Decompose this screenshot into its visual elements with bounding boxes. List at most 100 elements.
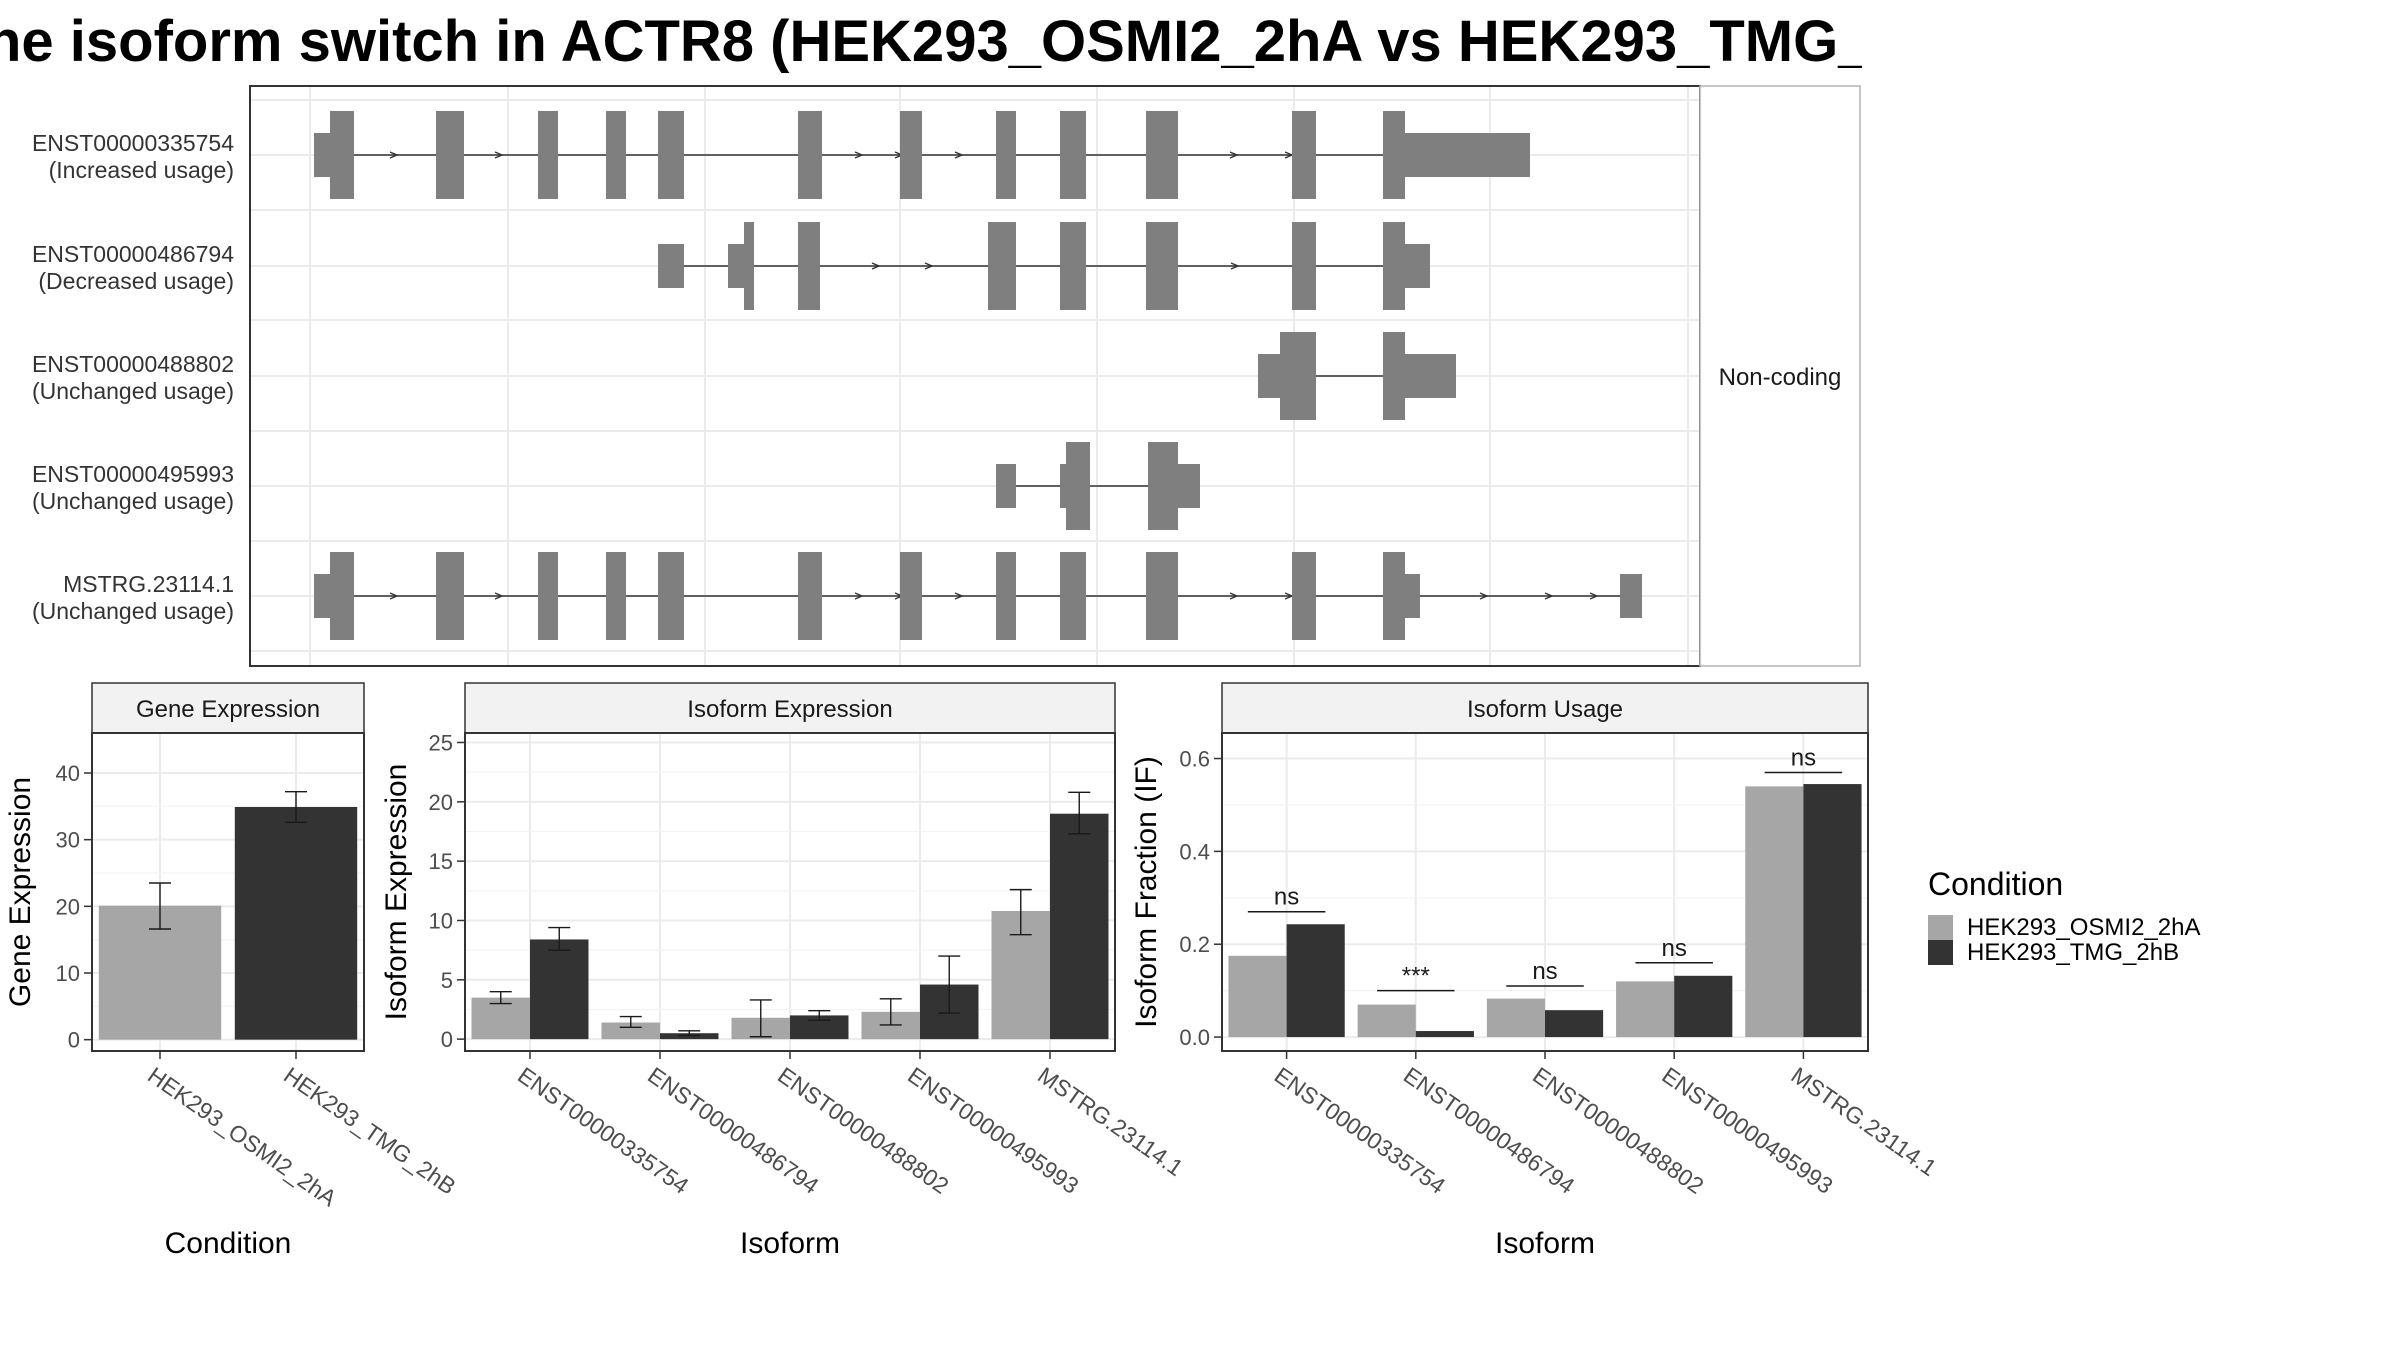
significance-label: *** (1402, 963, 1430, 990)
y-tick-label: 20 (429, 790, 453, 815)
panel-strip (91, 682, 365, 734)
exon-block (744, 222, 754, 310)
y-axis-title: Isoform Expression (380, 764, 413, 1021)
strand-arrow (494, 592, 504, 600)
strand-arrow (1479, 592, 1489, 600)
exon-block (900, 552, 922, 640)
bar (790, 1015, 849, 1040)
y-tick-label: 0.4 (1179, 839, 1210, 864)
transcript-status-label: (Unchanged usage) (32, 598, 234, 624)
strand-arrow (924, 262, 934, 270)
panel-strip-title: Gene Expression (136, 696, 320, 723)
significance-label: ns (1532, 958, 1557, 985)
y-tick-label: 0.6 (1179, 747, 1210, 772)
page-title: he isoform switch in ACTR8 (HEK293_OSMI2… (0, 9, 1862, 74)
strip-label-non-coding: Non-coding (1719, 364, 1842, 391)
exon-block (1060, 222, 1086, 310)
bar (1674, 975, 1733, 1038)
transcript-id-label: MSTRG.23114.1 (63, 571, 234, 597)
exon-block (1405, 574, 1420, 618)
bar (1415, 1031, 1474, 1038)
panel-strip (464, 682, 1116, 734)
panel-strip-title: Isoform Expression (687, 696, 892, 723)
exon-block (1146, 552, 1178, 640)
bar (1616, 981, 1675, 1038)
exon-block (1292, 222, 1316, 310)
bar (1228, 955, 1287, 1038)
exon-block (606, 111, 626, 199)
strand-arrow (954, 151, 964, 159)
significance-label: ns (1274, 884, 1299, 911)
panel-border (91, 732, 365, 1052)
exon-block (538, 111, 558, 199)
exon-block (330, 111, 354, 199)
strand-arrow (954, 592, 964, 600)
bar (1050, 813, 1109, 1040)
exon-block (658, 111, 684, 199)
transcript-track: ENST00000495993(Unchanged usage) (32, 442, 1200, 530)
exon-block (314, 133, 330, 177)
exon-block (996, 464, 1016, 508)
legend-label-condition-a: HEK293_OSMI2_2hA (1967, 913, 2201, 941)
x-axis-title: Isoform (1495, 1227, 1595, 1260)
exon-block (1060, 464, 1066, 508)
y-tick-label: 25 (429, 730, 453, 755)
y-tick-label: 30 (56, 828, 80, 853)
y-axis-title: Gene Expression (4, 777, 37, 1007)
y-tick-label: 5 (441, 968, 453, 993)
bar (1357, 1004, 1416, 1038)
exon-block (1292, 552, 1316, 640)
transcript-track: ENST00000488802(Unchanged usage) (32, 332, 1456, 420)
exon-block (330, 552, 354, 640)
legend: Condition HEK293_OSMI2_2hA HEK293_TMG_2h… (1928, 866, 2201, 966)
exon-block (658, 244, 684, 288)
transcript-id-label: ENST00000488802 (32, 351, 234, 377)
legend-item-condition-a: HEK293_OSMI2_2hA (1928, 913, 2201, 941)
exon-block (1405, 133, 1530, 177)
exon-block (314, 574, 330, 618)
transcript-status-label: (Decreased usage) (38, 268, 234, 294)
transcript-strip (1699, 85, 1861, 667)
y-tick-label: 0.0 (1179, 1025, 1210, 1050)
strand-arrow (871, 262, 881, 270)
exon-block (1383, 222, 1405, 310)
exon-block (1066, 442, 1090, 530)
strand-arrow (1589, 592, 1599, 600)
legend-title: Condition (1928, 866, 2064, 902)
exon-block (436, 111, 464, 199)
y-tick-label: 10 (56, 961, 80, 986)
bar (530, 939, 589, 1040)
exon-block (900, 111, 922, 199)
strand-arrow (854, 151, 864, 159)
transcript-track: ENST00000486794(Decreased usage) (32, 222, 1430, 310)
exon-block (988, 222, 1016, 310)
exon-block (658, 552, 684, 640)
significance-label: ns (1791, 744, 1816, 771)
exon-block (1292, 111, 1316, 199)
strand-arrow (389, 151, 399, 159)
transcript-id-label: ENST00000335754 (32, 130, 234, 156)
panel-border (1221, 732, 1869, 1052)
exon-block (728, 244, 744, 288)
exon-block (1060, 552, 1086, 640)
bar (1545, 1010, 1604, 1038)
exon-block (1148, 442, 1178, 530)
exon-block (1280, 332, 1316, 420)
exon-block (798, 552, 822, 640)
y-tick-label: 0 (68, 1028, 80, 1053)
legend-item-condition-b: HEK293_TMG_2hB (1928, 938, 2200, 966)
legend-label-condition-b: HEK293_TMG_2hB (1967, 938, 2180, 966)
bar (1745, 786, 1804, 1038)
transcript-status-label: (Increased usage) (49, 157, 234, 183)
legend-key-condition-a (1928, 915, 1953, 940)
transcript-id-label: ENST00000486794 (32, 241, 234, 267)
strand-arrow (389, 592, 399, 600)
legend-key-condition-b (1928, 940, 1953, 965)
panel-strip-title: Isoform Usage (1467, 696, 1623, 723)
panel-border (464, 732, 1116, 1052)
exon-block (1405, 244, 1430, 288)
exon-block (1178, 464, 1200, 508)
exon-block (1405, 354, 1456, 398)
transcript-panel: Non-coding ENST00000335754(Increased usag… (32, 85, 1861, 667)
